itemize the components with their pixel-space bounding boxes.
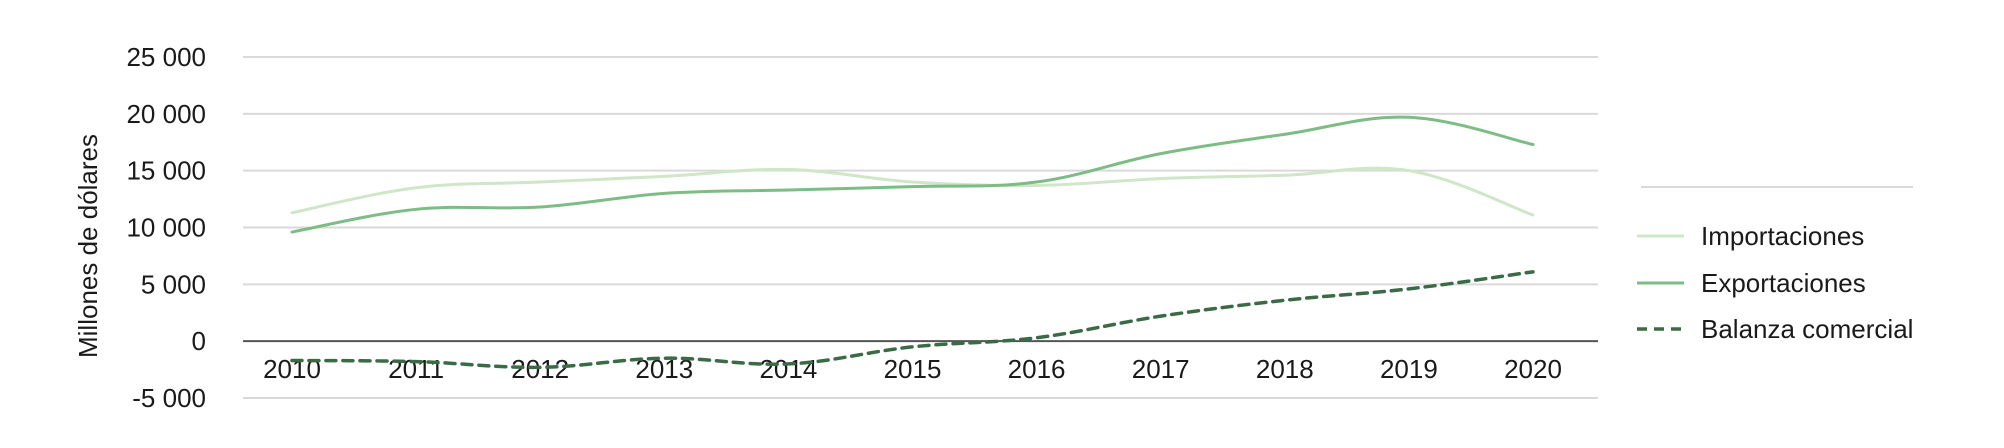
y-axis-ticks: 25 000 20 000 15 000 10 000 5 000 0 -5 000: [126, 42, 206, 413]
x-tick-label: 2014: [759, 354, 817, 384]
x-tick-label: 2020: [1504, 354, 1562, 384]
series-lines: [290, 115, 1535, 370]
series-line-balanza-comercial: [290, 270, 1535, 370]
y-axis-label: Millones de dólares: [73, 134, 103, 358]
x-tick-label: 2011: [388, 354, 444, 384]
x-tick-label: 2019: [1380, 354, 1438, 384]
x-tick-label: 2010: [263, 354, 321, 384]
x-axis-ticks: 2010 2011 2012 2013 2014 2015 2016 2017 2018 2019…: [263, 354, 1562, 384]
legend-label: Balanza comercial: [1701, 314, 1913, 344]
legend-label: Importaciones: [1701, 221, 1864, 251]
gridlines: [243, 56, 1598, 399]
y-tick-label: 0: [192, 326, 206, 356]
legend: Importaciones Exportaciones Balanza comerc…: [1637, 186, 1913, 344]
y-tick-label: 15 000: [126, 156, 206, 186]
y-tick-label: 25 000: [126, 42, 206, 72]
series-line-importaciones: [290, 166, 1535, 217]
y-tick-label: 10 000: [126, 213, 206, 243]
y-tick-label: 5 000: [141, 269, 206, 299]
y-tick-label: -5 000: [132, 383, 206, 413]
x-tick-label: 2017: [1132, 354, 1190, 384]
legend-label: Exportaciones: [1701, 268, 1866, 298]
x-tick-label: 2015: [884, 354, 942, 384]
x-tick-label: 2012: [511, 354, 569, 384]
series-line-exportaciones: [290, 115, 1535, 234]
x-tick-label: 2018: [1256, 354, 1314, 384]
x-tick-label: 2016: [1008, 354, 1066, 384]
y-tick-label: 20 000: [126, 99, 206, 129]
